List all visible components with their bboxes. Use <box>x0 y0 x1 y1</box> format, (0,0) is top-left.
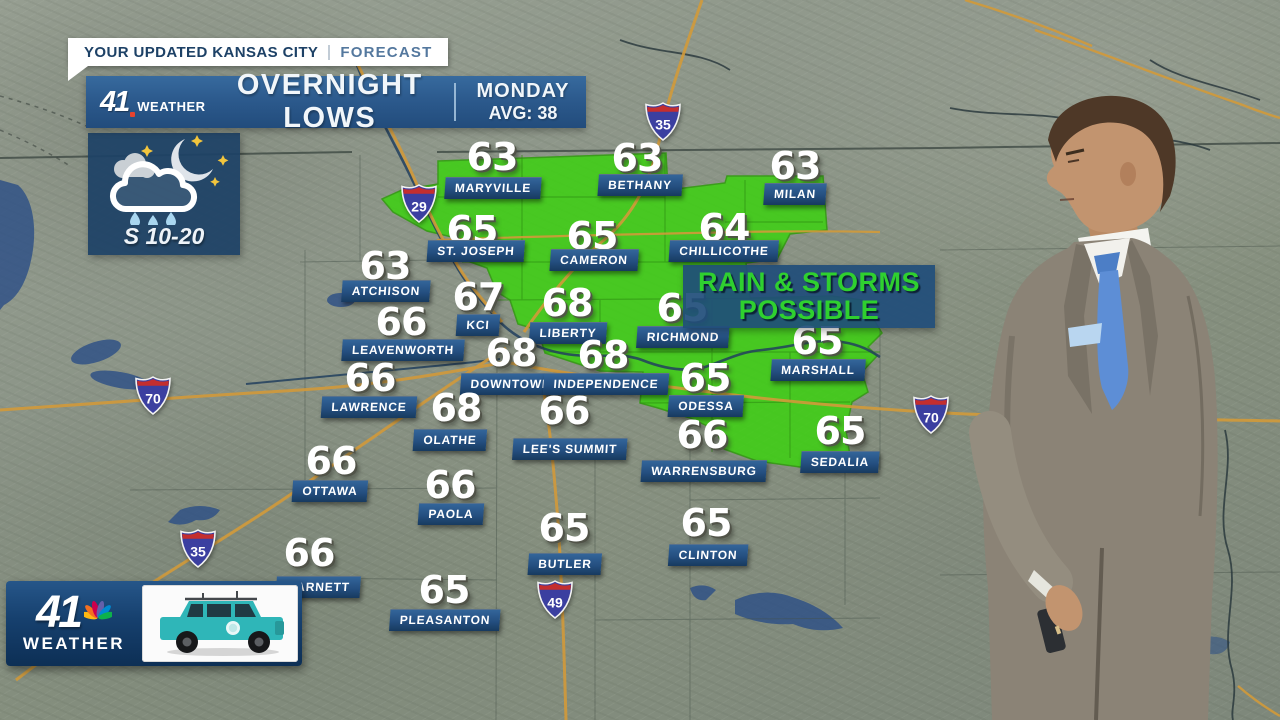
temp-leavenworth: 66 <box>375 300 428 344</box>
interstate-49-shield-4: 49 <box>537 580 573 625</box>
weather-vehicle-panel <box>142 585 298 662</box>
bug-number: 41 <box>35 585 83 637</box>
forecast-day: MONDAY <box>476 80 570 103</box>
header-divider <box>454 83 456 121</box>
forecast-average: AVG: 38 <box>488 103 558 124</box>
svg-text:49: 49 <box>547 595 563 611</box>
alert-text-line1: RAIN & STORMS <box>697 266 920 297</box>
top-banner: YOUR UPDATED KANSAS CITY FORECAST <box>68 38 449 81</box>
svg-text:29: 29 <box>411 199 427 215</box>
dashed-boundaries <box>0 95 87 167</box>
interstate-35-shield-5: 35 <box>180 529 216 574</box>
brand-number: 41 <box>100 85 130 118</box>
temp-warrensburg: 66 <box>676 413 729 457</box>
temp-independence: 68 <box>577 333 630 377</box>
station-bug-logo: 41 WEATHER <box>6 581 142 666</box>
label-butler: BUTLER <box>527 553 603 575</box>
brand-dot <box>130 111 136 117</box>
weather-jeep-icon <box>160 590 284 656</box>
label-olathe: OLATHE <box>412 429 488 451</box>
interstate-35-shield-1: 35 <box>645 102 681 147</box>
label-ottawa: OTTAWA <box>291 480 369 502</box>
temp-bethany: 63 <box>611 136 664 180</box>
temp-odessa: 65 <box>679 356 732 400</box>
label-maryville: MARYVILLE <box>444 177 542 199</box>
county-lines <box>129 155 1280 720</box>
label-bethany: BETHANY <box>597 174 683 196</box>
temp-clinton: 65 <box>680 501 733 545</box>
station-brand-logo: 41 WEATHER <box>100 86 206 119</box>
temp-downtown: 68 <box>485 331 538 375</box>
label-milan: MILAN <box>763 183 827 205</box>
temp-lee-s-summit: 66 <box>538 389 591 433</box>
header-bar: 41 WEATHER OVERNIGHT LOWS MONDAY AVG: 38 <box>86 69 586 134</box>
temp-pleasanton: 65 <box>418 568 471 612</box>
svg-text:70: 70 <box>923 410 939 426</box>
temp-lawrence: 66 <box>344 356 397 400</box>
temp-olathe: 68 <box>430 386 483 430</box>
wind-forecast-text: S 10-20 <box>123 223 205 249</box>
interstate-70-shield-2: 70 <box>135 376 171 421</box>
label-marshall: MARSHALL <box>770 359 866 381</box>
temp-ottawa: 66 <box>305 439 358 483</box>
label-lawrence: LAWRENCE <box>320 396 418 418</box>
label-st-joseph: ST. JOSEPH <box>426 240 526 262</box>
label-lee-s-summit: LEE'S SUMMIT <box>511 438 629 460</box>
svg-text:35: 35 <box>190 544 206 560</box>
cloud-moon-rain-icon <box>110 135 229 225</box>
banner-title: YOUR UPDATED KANSAS CITY <box>84 43 319 61</box>
temp-paola: 66 <box>424 463 477 507</box>
forecast-period-panel: MONDAY AVG: 38 <box>460 80 586 124</box>
temp-sedalia: 65 <box>814 409 867 453</box>
temp-kci: 67 <box>452 275 505 319</box>
temp-liberty: 68 <box>541 281 594 325</box>
temp-milan: 63 <box>769 144 822 188</box>
lakes <box>0 180 1230 655</box>
label-clinton: CLINTON <box>667 544 749 566</box>
banner-subtitle: FORECAST <box>340 43 433 61</box>
label-pleasanton: PLEASANTON <box>389 609 501 631</box>
interstate-29-shield-0: 29 <box>401 184 437 229</box>
conditions-box: S 10-20 <box>88 133 240 255</box>
bug-word: WEATHER <box>22 634 126 654</box>
temp-butler: 65 <box>538 506 591 550</box>
brand-word: WEATHER <box>137 98 206 114</box>
label-chillicothe: CHILLICOTHE <box>668 240 780 262</box>
banner-divider <box>328 44 331 60</box>
segment-title: OVERNIGHT LOWS <box>236 69 423 134</box>
svg-text:70: 70 <box>145 391 161 407</box>
nbc-peacock-icon <box>84 601 113 620</box>
svg-text:35: 35 <box>655 117 671 133</box>
alert-text-line2: POSSIBLE <box>738 294 880 325</box>
interstate-70-shield-3: 70 <box>913 395 949 440</box>
temp-garnett: 66 <box>283 531 336 575</box>
label-cameron: CAMERON <box>549 249 639 271</box>
label-richmond: RICHMOND <box>636 326 730 348</box>
label-sedalia: SEDALIA <box>800 451 880 473</box>
temp-maryville: 63 <box>466 135 519 179</box>
label-paola: PAOLA <box>417 503 485 525</box>
rain-storms-alert-box: RAIN & STORMS POSSIBLE <box>683 265 935 328</box>
weather-presenter <box>969 95 1218 720</box>
label-atchison: ATCHISON <box>341 280 431 302</box>
label-warrensburg: WARRENSBURG <box>640 460 768 482</box>
station-bug: 41 WEATHER <box>6 581 302 666</box>
